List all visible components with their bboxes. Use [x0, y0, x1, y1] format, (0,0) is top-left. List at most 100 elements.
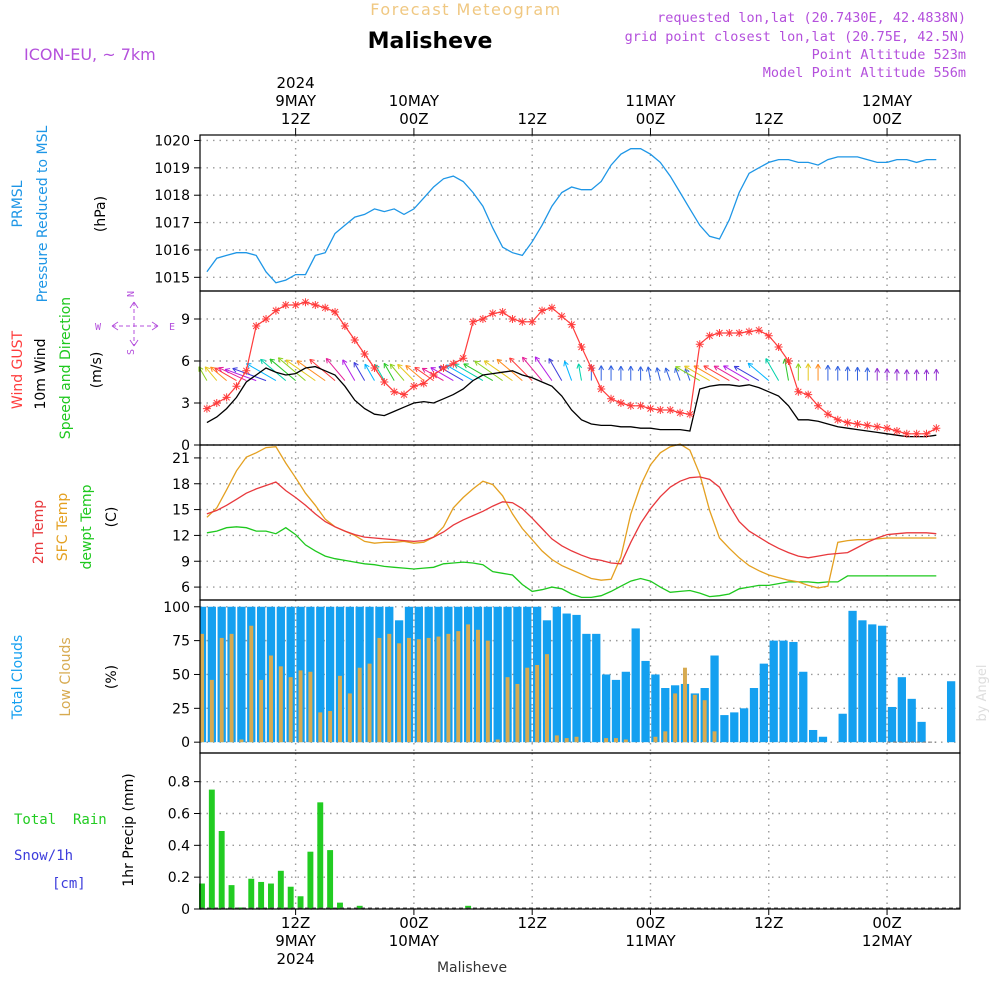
- wind-gust-marker: [656, 406, 665, 414]
- legend-cm: [cm]: [52, 876, 86, 892]
- wind-gust-marker: [409, 382, 418, 391]
- ytick-label-pressure: 1019: [154, 161, 190, 177]
- cloud-total-bar: [503, 606, 512, 743]
- wind-gust-marker: [311, 301, 320, 309]
- wind-direction-arrow: [664, 367, 671, 381]
- wind-gust-marker: [814, 401, 823, 410]
- time-label-bottom: 12Z: [518, 914, 547, 932]
- wind-gust-marker: [754, 326, 763, 335]
- cloud-total-bar: [345, 606, 354, 743]
- wind-direction-arrow: [913, 369, 920, 381]
- precip-rain-bar: [199, 883, 205, 909]
- cloud-total-bar: [818, 736, 828, 743]
- wind-direction-arrow: [496, 358, 523, 381]
- precip-rain-bar: [238, 907, 245, 909]
- cloud-total-bar: [730, 712, 739, 743]
- wind-gust-marker: [380, 378, 389, 386]
- cloud-total-bar: [769, 640, 778, 743]
- cloud-low-bar: [436, 636, 441, 743]
- label-1hr-precip: 1hr Precip (mm): [121, 773, 137, 886]
- cloud-total-bar: [592, 633, 601, 743]
- wind-direction-arrow: [397, 363, 415, 381]
- label-wind-gust: Wind GUST: [10, 330, 26, 409]
- wind-gust-marker: [242, 366, 251, 375]
- cloud-total-bar: [335, 606, 345, 743]
- wind-gust-marker: [567, 320, 576, 329]
- wind-direction-arrow: [805, 363, 812, 381]
- cloud-low-bar: [347, 693, 352, 743]
- cloud-low-bar: [298, 670, 303, 743]
- precip-rain-bar: [287, 886, 294, 909]
- wind-direction-arrow: [713, 365, 740, 382]
- ytick-label-clouds: 75: [172, 634, 190, 650]
- wind-direction-arrow: [815, 363, 821, 381]
- cloud-total-bar: [621, 671, 630, 743]
- cloud-total-bar: [946, 681, 956, 743]
- wind-gust-marker: [557, 312, 566, 321]
- wind-direction-arrow: [483, 360, 513, 382]
- cloud-total-bar: [513, 606, 522, 743]
- cloud-total-bar: [601, 674, 611, 743]
- wind-gust-marker: [271, 306, 280, 315]
- cloud-low-bar: [515, 683, 520, 743]
- cloud-total-bar: [552, 606, 561, 743]
- wind-gust-marker: [538, 306, 547, 315]
- precip-rain-bar: [337, 902, 343, 909]
- ytick-label-pressure: 1017: [154, 216, 190, 232]
- wind-gust-marker: [883, 424, 892, 433]
- time-label-top: 12Z: [754, 110, 783, 128]
- time-label-top: 11MAY: [625, 92, 676, 110]
- ytick-label-clouds: 100: [163, 600, 190, 616]
- wind-direction-arrow: [627, 365, 634, 381]
- precip-rain-bar: [248, 878, 255, 909]
- wind-direction-arrow: [854, 366, 861, 381]
- cloud-low-bar: [308, 671, 313, 743]
- cloud-low-bar: [525, 667, 530, 743]
- wind-direction-arrow: [383, 362, 395, 381]
- cloud-low-bar: [466, 624, 471, 743]
- wind-speed-line: [206, 365, 937, 438]
- ytick-label-precip: 0.4: [168, 838, 190, 854]
- ytick-label-wind: 6: [181, 354, 190, 370]
- wind-gust-marker: [794, 387, 803, 396]
- cloud-low-bar: [554, 735, 559, 743]
- compass-north: N: [126, 291, 137, 297]
- cloud-low-bar: [456, 631, 461, 743]
- wind-direction-arrow: [894, 368, 900, 381]
- wind-gust-marker: [518, 317, 527, 326]
- wind-gust-marker: [281, 301, 290, 309]
- time-label-bottom: 10MAY: [389, 932, 440, 950]
- text-layer: Forecast Meteogram Malisheve ICON-EU, ~ …: [10, 0, 990, 976]
- cloud-low-bar: [367, 663, 372, 743]
- wind-gust-marker: [232, 382, 241, 391]
- wind-gust-marker: [577, 343, 586, 351]
- label-speed-direction: Speed and Direction: [58, 297, 74, 439]
- cloud-total-bar: [325, 606, 335, 743]
- requested-coords: requested lon,lat (20.7430E, 42.4838N): [657, 10, 966, 26]
- wind-gust-marker: [843, 418, 852, 427]
- cloud-total-bar: [651, 674, 660, 743]
- ytick-label-temp: 18: [172, 477, 190, 493]
- wind-gust-marker: [892, 427, 901, 435]
- ytick-label-pressure: 1018: [154, 188, 190, 204]
- wind-direction-arrow: [210, 366, 227, 381]
- time-label-bottom: 00Z: [872, 914, 901, 932]
- wind-gust-marker: [695, 340, 704, 349]
- wind-gust-marker: [439, 364, 448, 372]
- cloud-low-bar: [229, 633, 234, 743]
- cloud-low-bar: [269, 655, 273, 743]
- product-title: Forecast Meteogram: [370, 0, 561, 19]
- wind-direction-arrow: [834, 365, 841, 381]
- cloud-low-bar: [416, 639, 421, 743]
- time-label-top: 9MAY: [275, 92, 317, 110]
- cloud-low-bar: [604, 738, 609, 743]
- cloud-low-bar: [200, 633, 204, 743]
- wind-gust-marker: [863, 421, 872, 430]
- wind-direction-arrow: [675, 366, 701, 382]
- cloud-low-bar: [623, 739, 628, 743]
- wind-direction-arrow: [374, 364, 385, 381]
- wind-gust-marker: [804, 390, 813, 399]
- model-altitude: Model Point Altitude 556m: [763, 65, 966, 81]
- wind-direction-arrow: [608, 365, 614, 381]
- time-label-top: 12MAY: [862, 92, 913, 110]
